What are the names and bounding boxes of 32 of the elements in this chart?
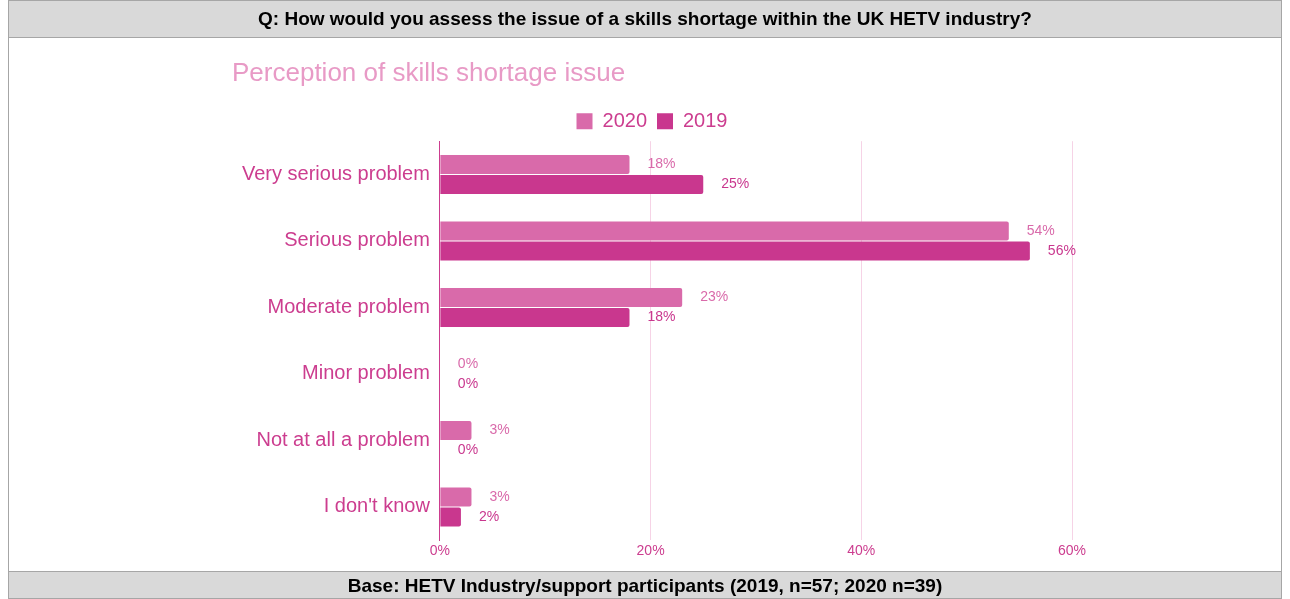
data-label: 0% [457,441,479,458]
data-label: 23% [700,288,729,305]
bar [440,288,683,307]
bar [440,487,472,507]
data-label: 3% [489,421,510,438]
y-tick-label: Very serious problem [241,161,430,184]
data-label: 2% [478,507,500,524]
y-tick-label: I don't know [323,494,431,517]
data-label: 54% [1026,221,1055,238]
y-tick-label: Moderate problem [267,294,430,317]
text: Q: How would you assess the issue of a skills shortage within the UK HETV industry? [8,0,1282,38]
x-tick-label: 20% [636,542,665,559]
data-label: 56% [1047,241,1076,258]
bar [440,155,630,174]
chart-title: Perception of skills shortage issue [232,56,626,87]
data-label: 0% [457,374,479,391]
y-tick-label: Serious problem [284,228,430,251]
data-label: 0% [457,354,479,371]
legend-label: 2019 [683,108,728,131]
y-tick-label: Minor problem [302,361,430,384]
data-label: 25% [721,175,750,192]
x-tick-label: 40% [847,542,876,559]
data-label: 3% [489,487,510,504]
bar [440,421,472,440]
legend-label: 2020 [602,108,648,131]
x-tick-label: 0% [429,542,450,559]
bar [440,221,1009,241]
data-label: 18% [647,308,676,325]
text: Base: HETV Industry/support participants (2019, n=57; 2020 n=39) [8,571,1282,599]
data-label: 18% [647,155,676,172]
y-tick-label: Not at all a problem [256,427,430,450]
x-tick-label: 60% [1057,542,1087,559]
